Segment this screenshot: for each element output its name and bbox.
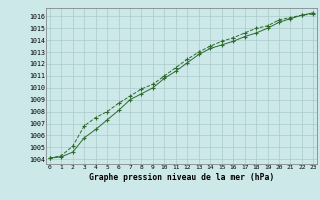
X-axis label: Graphe pression niveau de la mer (hPa): Graphe pression niveau de la mer (hPa)	[89, 173, 274, 182]
